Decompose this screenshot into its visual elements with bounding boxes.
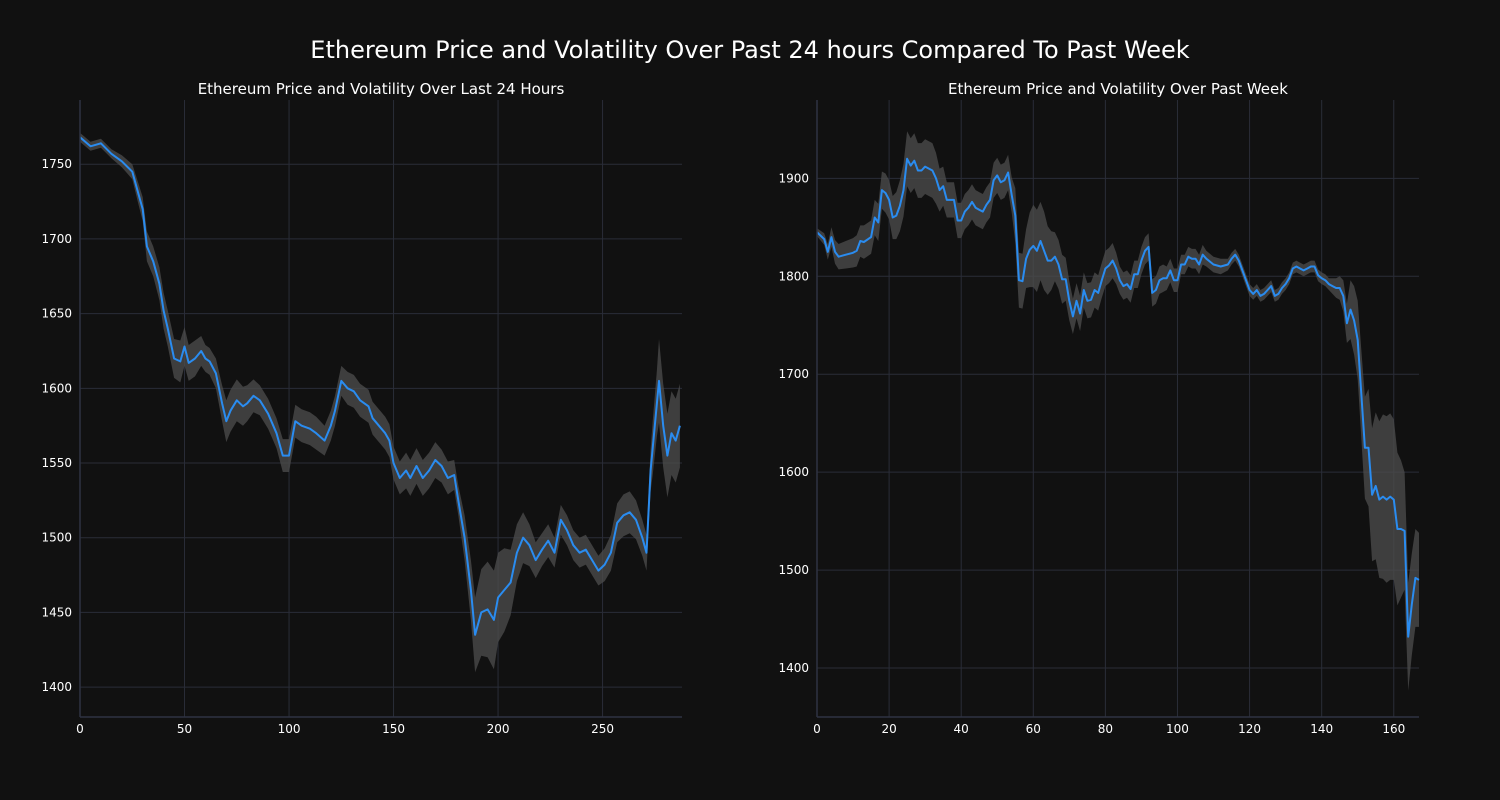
y-tick-label: 1500: [41, 531, 72, 545]
y-tick-label: 1750: [41, 157, 72, 171]
y-tick-label: 1900: [778, 171, 809, 185]
x-tick-label: 100: [278, 722, 301, 736]
figure-title: Ethereum Price and Volatility Over Past …: [310, 36, 1190, 64]
volatility-band: [817, 131, 1419, 691]
x-tick-label: 120: [1238, 722, 1261, 736]
x-tick-label: 140: [1310, 722, 1333, 736]
price-line: [816, 157, 1420, 638]
x-tick-label: 0: [813, 722, 821, 736]
x-tick-label: 80: [1098, 722, 1113, 736]
y-tick-label: 1700: [41, 232, 72, 246]
x-tick-label: 40: [954, 722, 969, 736]
x-tick-label: 160: [1382, 722, 1405, 736]
chart-panel-week: 1400 1500 1600 1700 1800 1900 0 20 40 60 80 100 120 1…: [778, 80, 1420, 736]
y-tick-label: 1800: [778, 269, 809, 283]
y-tick-label: 1550: [41, 456, 72, 470]
y-tick-label: 1450: [41, 605, 72, 619]
x-tick-label: 0: [76, 722, 84, 736]
panel-title: Ethereum Price and Volatility Over Past …: [948, 80, 1288, 98]
x-tick-label: 150: [382, 722, 405, 736]
y-tick-label: 1600: [778, 465, 809, 479]
chart-panel-24h: 1400 1450 1500 1550 1600 1650 1700 1750 0 50 100 15…: [41, 80, 682, 736]
panel-title: Ethereum Price and Volatility Over Last …: [198, 80, 565, 98]
x-tick-label: 20: [881, 722, 896, 736]
x-tick-label: 100: [1166, 722, 1189, 736]
x-tick-label: 250: [591, 722, 614, 736]
volatility-band: [80, 132, 680, 673]
y-tick-label: 1600: [41, 381, 72, 395]
y-tick-label: 1500: [778, 563, 809, 577]
x-tick-label: 50: [177, 722, 192, 736]
y-tick-label: 1400: [778, 661, 809, 675]
y-tick-label: 1400: [41, 680, 72, 694]
x-tick-label: 200: [487, 722, 510, 736]
y-tick-label: 1650: [41, 307, 72, 321]
y-tick-label: 1700: [778, 367, 809, 381]
price-line: [79, 136, 681, 636]
x-tick-label: 60: [1026, 722, 1041, 736]
